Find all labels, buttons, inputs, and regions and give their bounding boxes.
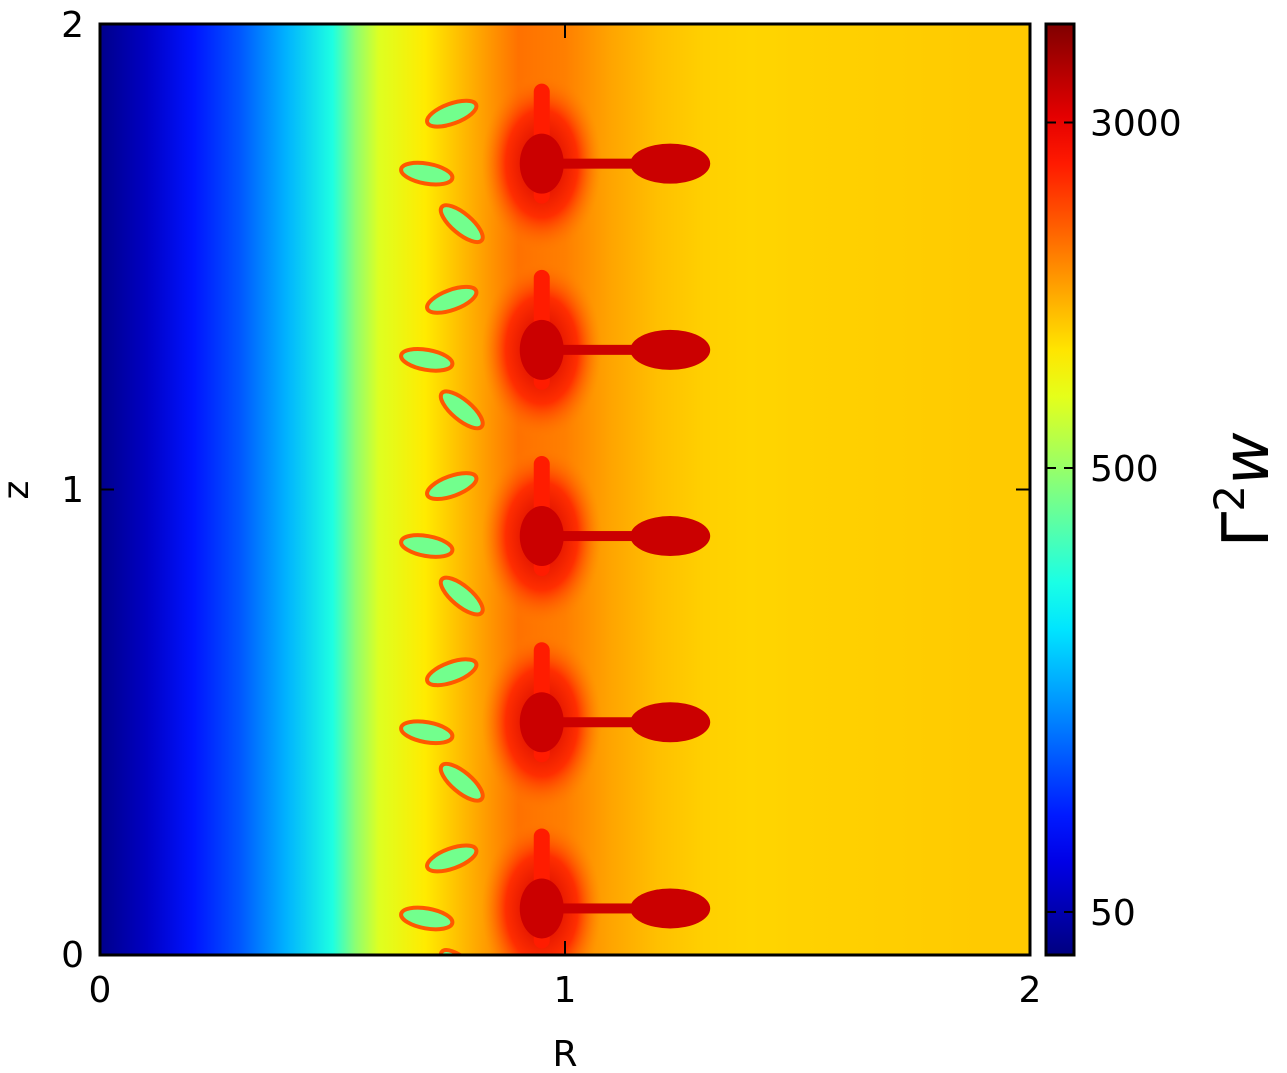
plume-tip — [630, 516, 711, 557]
swirl — [399, 347, 455, 373]
plume-tip — [630, 329, 711, 370]
swirl — [399, 160, 455, 187]
plume-tip — [630, 143, 711, 184]
heatmap-structures — [399, 73, 711, 955]
colorbar-ticks — [1046, 121, 1074, 913]
swirl — [425, 657, 479, 688]
plume-finger — [541, 158, 656, 169]
y-tick-label-2: 2 — [61, 5, 84, 46]
swirl — [399, 719, 455, 746]
swirl — [438, 575, 485, 617]
x-tick-label-2: 2 — [1019, 970, 1042, 1011]
plume-tip — [630, 702, 711, 743]
colorbar-label-base: Γ — [1210, 511, 1284, 547]
x-axis-label: R — [552, 1034, 577, 1073]
plume-finger — [541, 903, 656, 914]
swirl — [425, 98, 479, 129]
colorbar-tick-label-50: 50 — [1090, 893, 1136, 934]
swirl — [438, 948, 485, 955]
y-tick-label-1: 1 — [61, 470, 84, 511]
swirl — [438, 761, 485, 803]
colorbar-label-var: w — [1210, 432, 1284, 485]
plume-core — [519, 878, 564, 939]
swirl — [425, 284, 479, 315]
swirl — [438, 389, 485, 431]
colorbar-label: Γ2w — [1205, 432, 1284, 547]
plume-core — [519, 506, 564, 567]
x-tick-label-1: 1 — [554, 970, 577, 1011]
plume-1 — [399, 632, 711, 813]
plume-4 — [399, 73, 711, 254]
axis-ticks — [99, 23, 1031, 956]
y-tick-label-0: 0 — [61, 935, 84, 976]
plume-3 — [399, 259, 711, 440]
swirl — [438, 203, 485, 245]
plume-finger — [541, 531, 656, 542]
colorbar-tick-label-3000: 3000 — [1090, 103, 1182, 144]
x-tick-label-0: 0 — [89, 970, 112, 1011]
swirl — [399, 533, 455, 559]
swirl — [425, 471, 479, 501]
plume-core — [519, 692, 564, 753]
plume-core — [519, 319, 564, 380]
plume-core — [519, 133, 564, 194]
plume-0 — [399, 818, 711, 955]
plume-tip — [630, 888, 711, 929]
heatmap — [100, 24, 1030, 955]
plume-finger — [541, 344, 656, 355]
colorbar-label-exp: 2 — [1205, 485, 1254, 512]
y-axis-label: z — [0, 481, 37, 500]
plume-2 — [399, 446, 711, 627]
swirl — [399, 905, 455, 932]
colorbar-tick-label-500: 500 — [1090, 449, 1159, 490]
plume-finger — [541, 717, 656, 728]
colorbar — [1044, 22, 1076, 957]
swirl — [425, 843, 479, 874]
